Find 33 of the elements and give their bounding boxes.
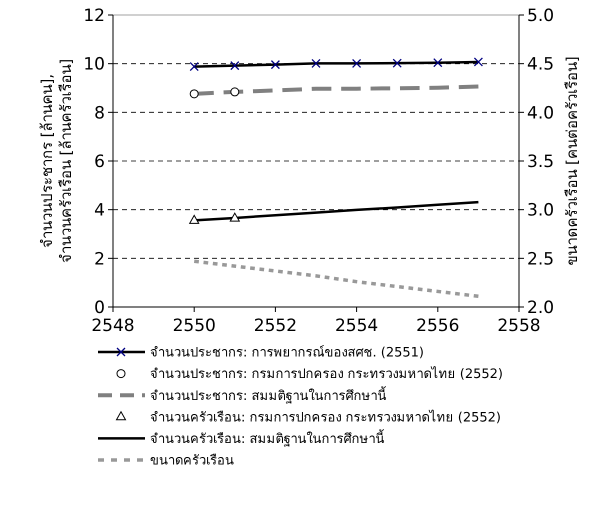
legend-label: จำนวนประชากร: การพยากรณ์ของสศช. (2551) [150,344,424,361]
x-tick-label: 2556 [416,316,460,336]
y2-tick-label: 2.0 [527,298,554,318]
x-tick-label: 2550 [172,316,216,336]
y2-tick-label: 3.5 [527,152,554,172]
point [230,212,240,222]
y2-tick-label: 4.0 [527,103,554,124]
y2-tick-label: 2.5 [527,249,554,270]
x-tick-label: 2548 [91,316,135,336]
legend-label: ขนาดครัวเรือน [150,452,234,469]
y-tick-label: 6 [94,152,105,172]
x-tick-label: 2552 [254,316,298,336]
legend-label: จำนวนครัวเรือน: กรมการปกครอง กระทรวงมหาดไทย (2552) [150,409,502,426]
legend-label: จำนวนประชากร: สมมติฐานในการศึกษานี้ [150,386,387,404]
y2-axis-title: ขนาดครัวเรือน [คนต่อครัวเรือน] [563,56,581,266]
legend-label: จำนวนประชากร: กรมการปกครอง กระทรวงมหาดไทย (2552) [150,366,504,382]
y-tick-label: 12 [83,6,105,26]
line-series [192,260,480,298]
y2-tick-label: 3.0 [527,200,554,221]
point [230,87,240,96]
point [189,214,200,224]
y-axis-title: จำนวนประชากร [ล้านคน], จำนวนครัวเรือน [ล้านครัวเรือน] [38,58,75,264]
point [190,89,199,98]
y-tick-label: 4 [94,200,105,221]
y-tick-label: 0 [94,298,105,318]
x-tick-label: 2558 [497,316,541,336]
y-tick-label: 8 [94,103,105,124]
y-tick-label: 2 [94,249,105,270]
legend-label: จำนวนครัวเรือน: สมมติฐานในการศึกษานี้ [150,428,385,447]
y-tick-label: 10 [83,54,105,75]
y2-tick-label: 4.5 [527,54,554,75]
x-tick-label: 2554 [334,316,378,336]
y2-tick-label: 5.0 [527,6,554,26]
